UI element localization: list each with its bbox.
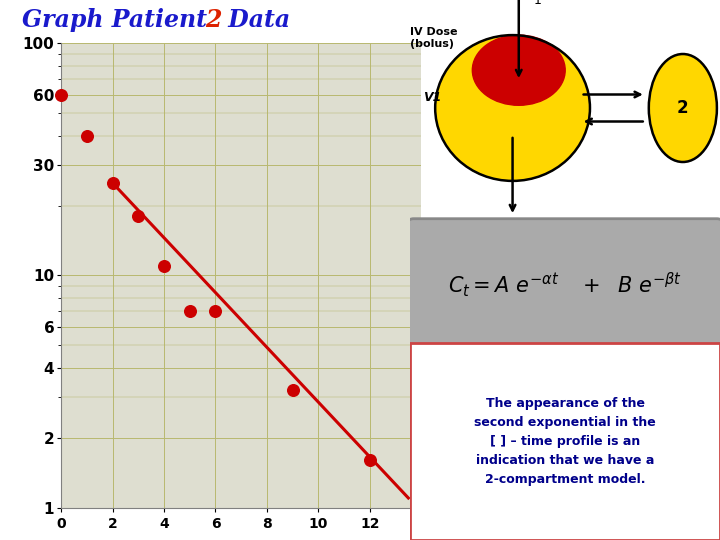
Point: [158, 261, 170, 270]
Point: [55, 90, 67, 99]
FancyBboxPatch shape: [410, 343, 720, 540]
Text: 2: 2: [205, 8, 222, 32]
Ellipse shape: [649, 54, 717, 162]
Text: IV Dose
(bolus): IV Dose (bolus): [410, 27, 458, 49]
Point: [107, 179, 118, 187]
Point: [210, 307, 221, 316]
Ellipse shape: [472, 35, 565, 105]
Point: [287, 386, 298, 395]
Text: $C_t = A\ e^{-\alpha t}\ \ \ +\ \ B\ e^{-\beta t}$: $C_t = A\ e^{-\alpha t}\ \ \ +\ \ B\ e^{…: [449, 271, 682, 299]
Point: [81, 131, 93, 140]
FancyBboxPatch shape: [404, 219, 720, 351]
Text: V1: V1: [423, 91, 441, 104]
Text: 2: 2: [677, 99, 688, 117]
Ellipse shape: [435, 35, 590, 181]
Text: Data: Data: [220, 8, 289, 32]
Point: [364, 456, 376, 464]
Text: The appearance of the
second exponential in the
[ ] – time profile is an
indicat: The appearance of the second exponential…: [474, 397, 656, 486]
Text: k10: k10: [487, 231, 513, 244]
Point: [184, 307, 196, 316]
Point: [132, 212, 144, 220]
Text: Graph Patient: Graph Patient: [22, 8, 215, 32]
Text: 1: 1: [534, 0, 541, 6]
